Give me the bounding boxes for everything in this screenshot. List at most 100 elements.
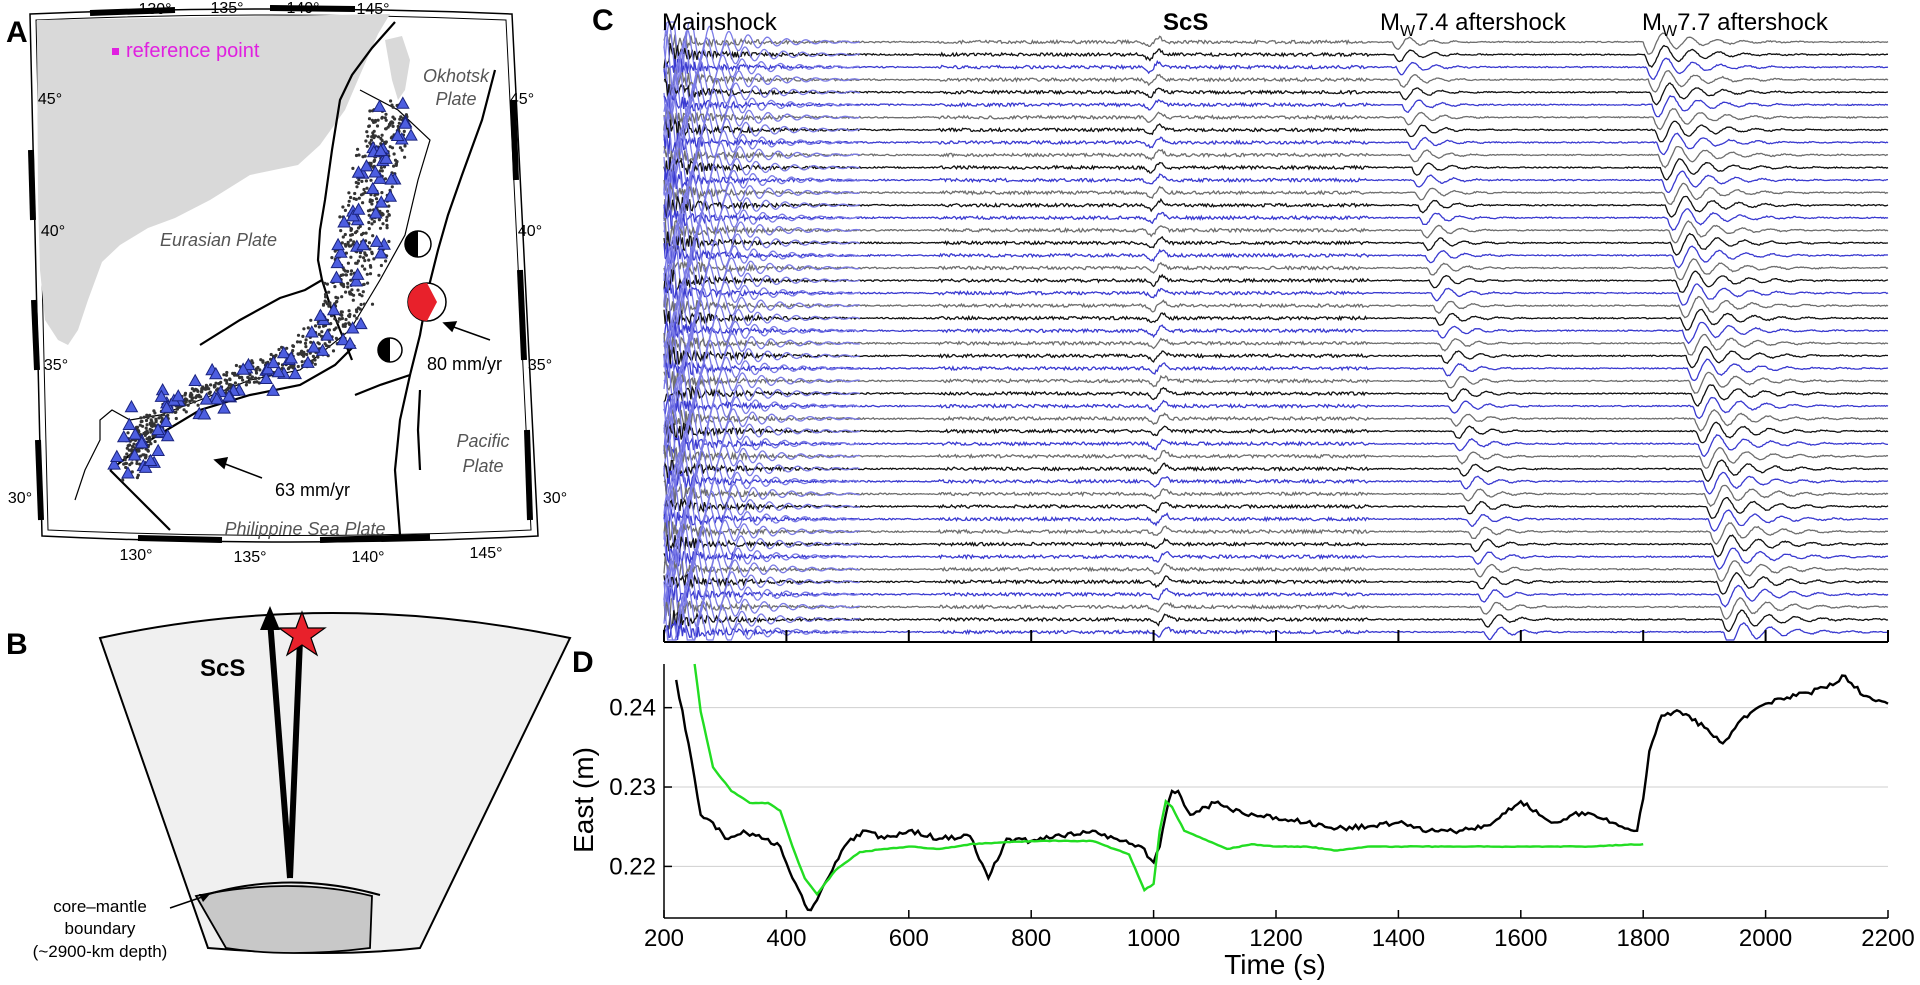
- gnss-point: [145, 423, 149, 427]
- focal-mechanism-1: [404, 230, 432, 258]
- gnss-point: [313, 324, 318, 328]
- gnss-point: [339, 229, 343, 233]
- seismogram-trace: [663, 42, 1889, 69]
- gnss-point: [184, 410, 188, 414]
- gnss-point: [356, 288, 360, 292]
- gnss-point: [360, 233, 364, 237]
- chart-series-black-line: [675, 674, 1889, 912]
- mainshock-waveform: [663, 374, 860, 444]
- gnss-point: [256, 365, 260, 370]
- seismic-station-triangle: [236, 362, 250, 375]
- seismogram-trace: [663, 520, 1889, 545]
- seismogram-trace: [663, 508, 1889, 532]
- gnss-point: [398, 117, 402, 121]
- gnss-point: [253, 377, 257, 381]
- lat-tick-right-40: 40°: [518, 223, 542, 240]
- seismogram-trace: [663, 204, 1889, 231]
- mainshock-waveform: [663, 92, 860, 161]
- gnss-point: [261, 360, 265, 364]
- gnss-point: [259, 358, 263, 362]
- gnss-point: [334, 336, 338, 340]
- gnss-point: [175, 407, 179, 411]
- gnss-point: [257, 376, 261, 380]
- gnss-point: [302, 354, 306, 358]
- gnss-point: [146, 449, 150, 453]
- gnss-point: [250, 359, 254, 363]
- gnss-point: [333, 285, 337, 289]
- gnss-point: [313, 358, 317, 362]
- lon-tick-top-140: 140°: [286, 0, 319, 17]
- philippine-plate-label: Philippine Sea Plate: [224, 519, 385, 539]
- seismogram-trace: [663, 384, 1889, 407]
- gnss-point: [225, 387, 229, 391]
- mainshock-waveform: [663, 451, 860, 518]
- gnss-point: [212, 385, 216, 389]
- earthquake-star: [277, 610, 327, 657]
- gnss-point: [148, 427, 152, 431]
- mainshock-waveform: [663, 299, 860, 369]
- gnss-point: [255, 380, 259, 384]
- panel-letter-d: D: [572, 646, 594, 679]
- seismic-station-triangle: [159, 400, 174, 413]
- lon-tick-bottom-140: 140°: [351, 549, 384, 566]
- gnss-point: [381, 212, 385, 217]
- gnss-point: [291, 349, 295, 353]
- gnss-point: [365, 130, 369, 134]
- gnss-point: [340, 283, 344, 287]
- gnss-point: [138, 454, 143, 458]
- gnss-point: [370, 222, 374, 226]
- gnss-point: [219, 380, 223, 384]
- lat-tick-right-35: 35°: [528, 357, 552, 374]
- seismic-station-triangle: [345, 321, 360, 334]
- gnss-point: [347, 203, 351, 207]
- gnss-point: [363, 259, 367, 263]
- seismic-station-triangle: [331, 237, 345, 251]
- gnss-point: [209, 383, 213, 387]
- gnss-point: [138, 423, 142, 427]
- seismogram-trace: [663, 321, 1889, 345]
- scs-ray-paths: [267, 619, 303, 879]
- seismogram-trace: [663, 478, 1889, 508]
- gnss-point: [362, 282, 366, 287]
- gnss-point: [296, 333, 301, 337]
- seismic-station-triangle: [346, 209, 360, 222]
- gnss-point: [343, 269, 347, 273]
- gnss-point: [356, 226, 361, 230]
- seismic-station-triangle: [369, 234, 384, 247]
- gnss-point: [151, 415, 155, 419]
- gnss-point: [364, 179, 368, 183]
- gnss-point: [208, 390, 212, 394]
- seismogram-trace: [663, 57, 1889, 80]
- mainshock-waveform: [663, 340, 860, 415]
- seismic-station-triangle: [326, 302, 341, 316]
- gnss-point: [325, 302, 330, 306]
- gnss-point: [400, 148, 404, 152]
- gnss-point: [127, 448, 131, 452]
- gnss-point: [372, 129, 376, 133]
- seismic-station-triangle: [259, 371, 274, 384]
- chart-y-tick-label: 0.23: [609, 774, 656, 801]
- seismic-station-triangle: [134, 435, 149, 449]
- gnss-point: [306, 326, 310, 330]
- mainshock-waveform: [663, 137, 860, 204]
- gnss-point: [360, 264, 364, 268]
- seismic-station-triangle: [365, 181, 380, 195]
- gnss-point: [349, 272, 353, 276]
- gnss-point: [343, 324, 347, 328]
- panel-letter-a: A: [6, 16, 28, 49]
- gnss-point: [352, 293, 356, 297]
- gnss-point: [190, 398, 194, 402]
- gnss-point: [328, 340, 332, 344]
- gnss-point: [383, 141, 387, 145]
- chart-x-tick-label: 2000: [1739, 925, 1792, 952]
- gnss-point: [352, 240, 356, 244]
- gnss-point: [296, 364, 300, 369]
- seismic-station-triangle: [210, 392, 224, 405]
- gnss-point: [321, 303, 326, 307]
- gnss-point: [154, 420, 158, 424]
- cmb-label-1: core–mantle: [53, 897, 147, 916]
- mainshock-waveform: [663, 558, 860, 624]
- sakhalin-island: [385, 36, 410, 100]
- gnss-point: [384, 112, 388, 116]
- gnss-point: [148, 438, 152, 442]
